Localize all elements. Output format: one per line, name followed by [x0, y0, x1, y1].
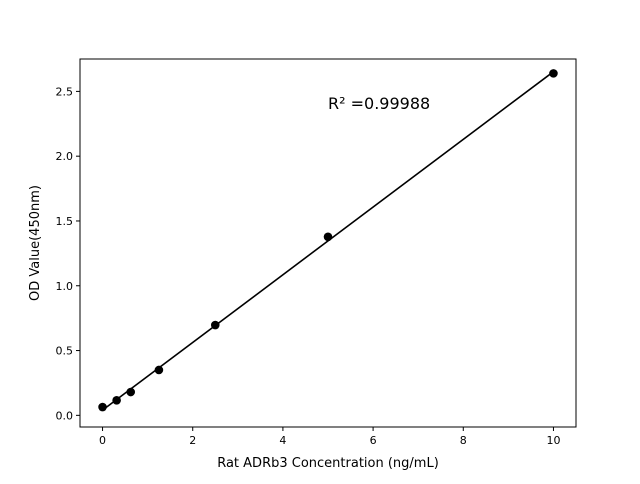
x-tick-label: 8 — [460, 434, 467, 447]
y-tick-label: 1.0 — [56, 280, 74, 293]
y-tick-label: 2.5 — [56, 85, 74, 98]
data-point — [126, 387, 136, 397]
x-axis-label: Rat ADRb3 Concentration (ng/mL) — [217, 456, 439, 471]
y-tick-label: 0.5 — [56, 345, 74, 358]
y-tick-label: 2.0 — [56, 150, 74, 163]
y-axis-label: OD Value(450nm) — [28, 185, 43, 301]
y-tick-label: 1.5 — [56, 215, 74, 228]
data-point — [549, 69, 558, 78]
x-tick-label: 0 — [99, 434, 106, 447]
data-point — [154, 365, 164, 375]
y-tick-label: 0.0 — [56, 409, 74, 422]
x-tick-label: 4 — [279, 434, 286, 447]
x-tick-label: 2 — [189, 434, 196, 447]
x-tick-label: 6 — [370, 434, 377, 447]
annotation-r-squared: R² =0.99988 — [328, 94, 430, 113]
x-tick-label: 10 — [546, 434, 560, 447]
data-point — [112, 396, 121, 405]
data-point — [98, 402, 107, 412]
data-point — [210, 320, 220, 330]
data-point — [323, 232, 333, 242]
